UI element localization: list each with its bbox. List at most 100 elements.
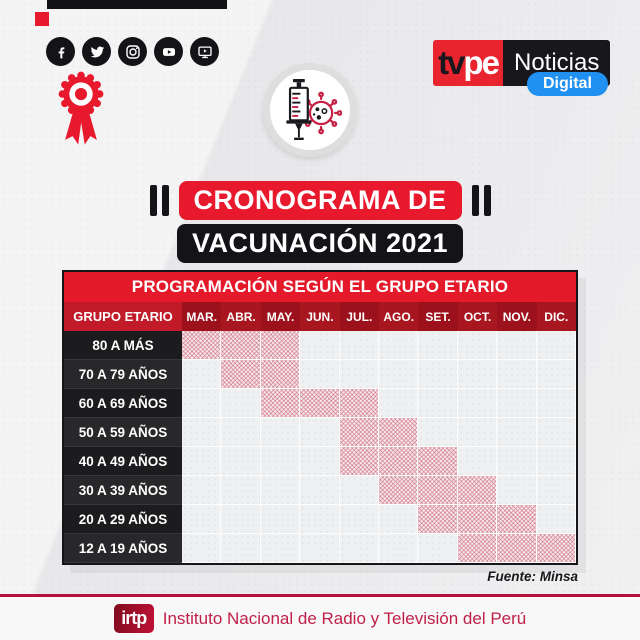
tvpe-logo-tv: tv bbox=[438, 44, 465, 81]
corner-header: GRUPO ETARIO bbox=[64, 302, 182, 331]
schedule-cell bbox=[457, 447, 498, 476]
month-header-may: MAY. bbox=[260, 302, 301, 331]
schedule-cell bbox=[418, 331, 458, 360]
schedule-cell bbox=[457, 360, 498, 389]
month-header-ago: AGO. bbox=[379, 302, 419, 331]
title-left-bars-icon bbox=[149, 185, 169, 216]
schedule-cell bbox=[536, 447, 576, 476]
footer-org-name: Instituto Nacional de Radio y Televisión… bbox=[162, 608, 527, 628]
schedule-cell bbox=[182, 418, 222, 447]
tvpe-logo-red-box: tv pe bbox=[433, 40, 503, 86]
schedule-cell bbox=[221, 389, 261, 418]
age-group-label: 50 A 59 AÑOS bbox=[64, 418, 182, 447]
schedule-cell bbox=[379, 331, 419, 360]
schedule-cell-active bbox=[221, 360, 261, 389]
age-group-label: 40 A 49 AÑOS bbox=[64, 447, 182, 476]
schedule-cell bbox=[182, 534, 222, 563]
schedule-cell bbox=[300, 505, 340, 534]
instagram-icon bbox=[118, 37, 147, 66]
schedule-cell bbox=[260, 418, 301, 447]
month-header-jul: JUL. bbox=[339, 302, 379, 331]
schedule-cell-active bbox=[497, 505, 537, 534]
age-group-label: 60 A 69 AÑOS bbox=[64, 389, 182, 418]
schedule-cell-active bbox=[457, 505, 498, 534]
source-credit: Fuente: Minsa bbox=[487, 569, 578, 584]
schedule-cell bbox=[260, 476, 301, 505]
irtp-logo: irtp bbox=[113, 604, 154, 633]
schedule-cell bbox=[182, 389, 222, 418]
schedule-cell bbox=[182, 447, 222, 476]
schedule-cell bbox=[497, 360, 537, 389]
schedule-cell bbox=[300, 418, 340, 447]
schedule-cell bbox=[339, 505, 379, 534]
schedule-cell-active bbox=[457, 476, 498, 505]
schedule-cell bbox=[300, 447, 340, 476]
web-tv-icon bbox=[190, 37, 219, 66]
red-square-accent bbox=[35, 12, 49, 26]
schedule-cell bbox=[457, 418, 498, 447]
schedule-cell-active bbox=[300, 389, 340, 418]
schedule-cell bbox=[457, 331, 498, 360]
age-group-label: 30 A 39 AÑOS bbox=[64, 476, 182, 505]
schedule-cell bbox=[379, 360, 419, 389]
schedule-cell bbox=[182, 505, 222, 534]
schedule-cell-active bbox=[339, 418, 379, 447]
age-group-label: 70 A 79 AÑOS bbox=[64, 360, 182, 389]
schedule-cell bbox=[379, 389, 419, 418]
main-title: CRONOGRAMA DE VACUNACIÓN 2021 bbox=[0, 181, 640, 263]
title-line1: CRONOGRAMA DE bbox=[178, 181, 462, 220]
schedule-cell bbox=[339, 534, 379, 563]
footer: irtp Instituto Nacional de Radio y Telev… bbox=[0, 597, 640, 640]
month-header-dic: DIC. bbox=[536, 302, 576, 331]
schedule-cell bbox=[221, 418, 261, 447]
schedule-cell bbox=[418, 418, 458, 447]
schedule-cell-active bbox=[457, 534, 498, 563]
schedule-cell-active bbox=[339, 447, 379, 476]
vaccination-schedule-table: PROGRAMACIÓN SEGÚN EL GRUPO ETARIO GRUPO… bbox=[62, 270, 578, 565]
digital-badge: Digital bbox=[527, 72, 608, 96]
schedule-cell bbox=[339, 476, 379, 505]
peru-rosette-icon bbox=[50, 66, 112, 152]
schedule-cell bbox=[260, 447, 301, 476]
schedule-cell bbox=[536, 418, 576, 447]
title-right-bars-icon bbox=[471, 185, 491, 216]
title-line2: VACUNACIÓN 2021 bbox=[176, 224, 464, 263]
schedule-cell bbox=[497, 389, 537, 418]
table-body: 80 A MÁS 70 A 79 AÑOS 60 A 69 AÑOS 50 A 59 … bbox=[64, 331, 576, 563]
schedule-cell-active bbox=[260, 360, 301, 389]
month-header-mar: MAR. bbox=[182, 302, 222, 331]
age-group-label: 20 A 29 AÑOS bbox=[64, 505, 182, 534]
schedule-cell bbox=[497, 418, 537, 447]
schedule-cell bbox=[182, 476, 222, 505]
schedule-cell-active bbox=[497, 534, 537, 563]
schedule-cell-active bbox=[418, 505, 458, 534]
syringe-virus-icon bbox=[263, 63, 357, 157]
schedule-cell bbox=[339, 360, 379, 389]
schedule-cell bbox=[536, 360, 576, 389]
month-header-jun: JUN. bbox=[300, 302, 340, 331]
schedule-cell bbox=[339, 331, 379, 360]
schedule-cell-active bbox=[379, 447, 419, 476]
schedule-cell bbox=[418, 389, 458, 418]
schedule-cell bbox=[536, 476, 576, 505]
schedule-cell bbox=[497, 447, 537, 476]
facebook-icon bbox=[46, 37, 75, 66]
schedule-cell bbox=[418, 534, 458, 563]
month-header-nov: NOV. bbox=[497, 302, 537, 331]
table-title: PROGRAMACIÓN SEGÚN EL GRUPO ETARIO bbox=[64, 272, 576, 302]
schedule-cell bbox=[379, 534, 419, 563]
schedule-cell bbox=[536, 505, 576, 534]
schedule-cell bbox=[221, 447, 261, 476]
age-group-label: 80 A MÁS bbox=[64, 331, 182, 360]
footer-divider-line bbox=[0, 594, 640, 597]
schedule-cell bbox=[536, 389, 576, 418]
schedule-cell bbox=[497, 331, 537, 360]
schedule-cell-active bbox=[260, 331, 301, 360]
schedule-cell bbox=[497, 476, 537, 505]
schedule-cell bbox=[221, 534, 261, 563]
schedule-cell bbox=[457, 389, 498, 418]
schedule-cell bbox=[300, 360, 340, 389]
month-header-row: GRUPO ETARIO MAR. ABR. MAY. JUN. JUL. AGO. SET… bbox=[64, 302, 576, 331]
schedule-cell-active bbox=[260, 389, 301, 418]
schedule-cell bbox=[300, 331, 340, 360]
